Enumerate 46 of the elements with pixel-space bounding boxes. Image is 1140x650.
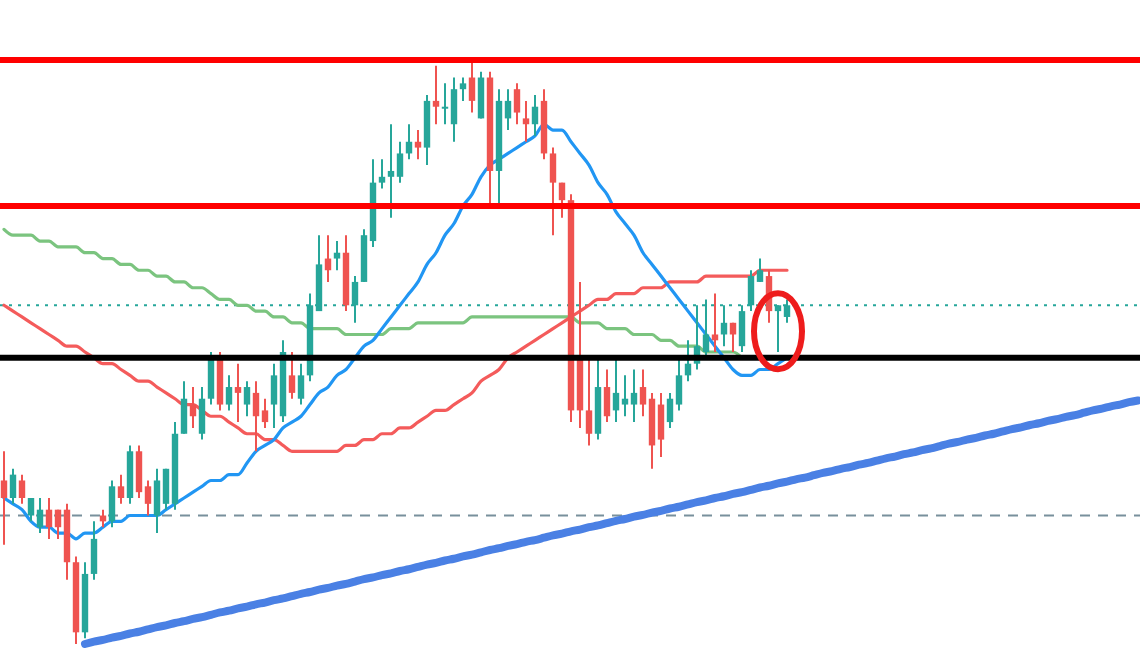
candlestick [27,497,35,523]
candlestick [396,140,404,184]
candlestick [108,479,116,529]
candlestick [594,356,602,441]
candlestick [225,374,233,412]
candlestick [117,473,125,505]
candlestick [468,59,476,114]
candlestick [126,444,134,505]
candlestick [630,368,638,424]
candlestick [711,292,719,353]
candlestick [387,123,395,219]
candlestick [450,76,458,143]
candlestick [657,391,665,459]
candlestick [648,391,656,470]
candlestick [198,386,206,441]
candlestick [549,146,557,237]
candlestick [432,64,440,126]
candlestick [18,473,26,505]
candlestick [45,497,53,540]
candlestick [612,356,620,424]
candlestick [477,70,485,120]
candlestick [441,82,449,126]
candlestick [378,158,386,190]
candlestick [621,374,629,418]
candlestick [531,94,539,137]
candlestick [333,240,341,272]
candlestick [180,380,188,435]
candlestick [603,368,611,424]
candlestick [36,497,44,535]
candlestick [414,129,422,161]
candlestick [585,356,593,447]
candlestick [297,362,305,406]
candlestick [153,467,161,535]
candlestick [234,362,242,424]
candlestick [423,94,431,167]
candlestick [9,467,17,505]
candlestick [513,82,521,126]
candlestick [0,450,8,546]
candlestick [459,76,467,102]
candlestick [135,444,143,499]
candlestick [288,351,296,400]
candlestick [90,520,98,581]
candlestick [558,181,566,219]
candlestick [243,380,251,418]
candlestick [522,99,530,143]
candlestick [261,397,269,429]
